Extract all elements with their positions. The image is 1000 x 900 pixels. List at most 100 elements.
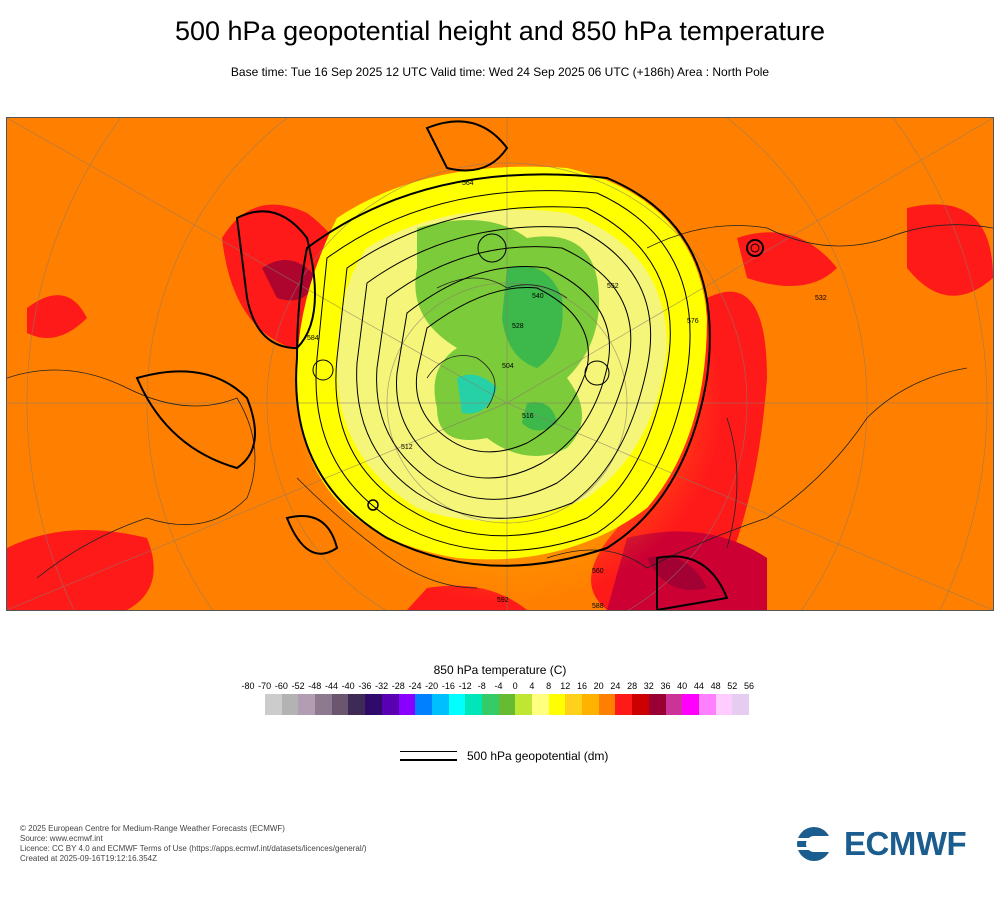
colorbar-tick-label: 24 <box>610 681 621 691</box>
colorbar-swatch <box>348 694 366 715</box>
colorbar-tick-label: -40 <box>341 681 355 691</box>
colorbar-tick-label: -28 <box>391 681 405 691</box>
colorbar-tick-label: -80 <box>241 681 255 691</box>
colorbar-tick-label: 36 <box>660 681 671 691</box>
contour-label: 528 <box>512 323 524 330</box>
contour-line-sample <box>400 750 457 762</box>
hot-region-westedge <box>27 295 87 338</box>
colder-region <box>502 266 563 368</box>
contour-label: 532 <box>815 295 827 302</box>
contour-label: 516 <box>522 413 534 420</box>
colorbar-swatch <box>415 694 432 715</box>
colorbar-tick-label: -8 <box>477 681 486 691</box>
copyright-text: © 2025 European Centre for Medium-Range … <box>20 824 285 833</box>
colorbar-swatch <box>365 694 382 715</box>
colorbar-swatch <box>632 694 649 715</box>
colorbar-swatch <box>698 694 716 715</box>
colorbar-swatch <box>465 694 482 715</box>
chart-title: 500 hPa geopotential height and 850 hPa … <box>174 16 825 46</box>
colorbar-swatch <box>565 694 583 715</box>
colorbar-swatch <box>682 694 699 715</box>
colorbar-tick-label: 40 <box>677 681 688 691</box>
temperature-colorbar <box>265 694 749 715</box>
colorbar-swatch <box>331 694 349 715</box>
colorbar-swatch <box>281 694 299 715</box>
colorbar-tick-label: -52 <box>291 681 305 691</box>
contour-label: 560 <box>592 568 604 575</box>
colorbar-tick-label: -16 <box>441 681 455 691</box>
colorbar-swatch <box>548 694 566 715</box>
contour-label: 592 <box>497 597 509 604</box>
graticule <box>7 118 993 610</box>
contour-label: 512 <box>401 444 413 451</box>
colorbar-tick-label: -24 <box>408 681 422 691</box>
colorbar-swatch <box>615 694 633 715</box>
colorbar-tick-label: 56 <box>743 681 754 691</box>
colorbar-swatch <box>481 694 499 715</box>
colorbar-swatch <box>315 694 332 715</box>
map-canvas: 584 552 528 504 516 540 576 588 592 564 … <box>7 118 993 610</box>
geopotential-legend: 500 hPa geopotential (dm) <box>400 748 760 768</box>
colorbar-swatch <box>431 694 449 715</box>
colorbar-tick-label: -48 <box>308 681 322 691</box>
ecmwf-logo-icon <box>794 827 840 861</box>
very-hot-core-south <box>647 556 707 590</box>
licence-text: Licence: CC BY 4.0 and ECMWF Terms of Us… <box>20 844 367 853</box>
colorbar-tick-label: -4 <box>494 681 503 691</box>
colorbar-tick-label: 28 <box>627 681 638 691</box>
cold-patch <box>522 402 557 431</box>
created-text: Created at 2025-09-16T19:12:16.354Z <box>20 854 157 863</box>
colorbar-tick-label: -60 <box>274 681 288 691</box>
colorbar-swatch <box>448 694 466 715</box>
colorbar-tick-label: 44 <box>693 681 704 691</box>
colorbar-tick-label: -12 <box>458 681 472 691</box>
colorbar-tick-label: -44 <box>324 681 338 691</box>
source-text: Source: www.ecmwf.int <box>20 834 103 843</box>
coastlines <box>7 224 993 589</box>
colorbar-tick-label: -20 <box>425 681 439 691</box>
contour-label: 564 <box>462 180 474 187</box>
colorbar-tick-label: 8 <box>546 681 552 691</box>
colorbar-tick-label: 52 <box>727 681 738 691</box>
colorbar-swatch <box>732 694 749 715</box>
legend-ticks: -80 -70 -60 -52 -48 -44 -40 -36 -32 -28 -24 -20 -16-… <box>240 681 760 695</box>
colorbar-swatch <box>532 694 549 715</box>
colorbar-swatch <box>381 694 399 715</box>
contour-label: 552 <box>607 283 619 290</box>
colorbar-tick-label: 12 <box>560 681 571 691</box>
colorbar-swatch <box>265 694 282 715</box>
geopotential-legend-label: 500 hPa geopotential (dm) <box>467 749 609 763</box>
colorbar-tick-label: 0 <box>512 681 518 691</box>
colorbar-swatch <box>298 694 316 715</box>
colorbar-tick-label: -32 <box>375 681 389 691</box>
colorbar-swatch <box>665 694 683 715</box>
contour-label: 540 <box>532 293 544 300</box>
colorbar-tick-label: 20 <box>593 681 604 691</box>
footer: © 2025 European Centre for Medium-Range … <box>20 824 367 864</box>
colorbar-swatch <box>515 694 532 715</box>
colorbar-swatch <box>398 694 416 715</box>
chart-subtitle: Base time: Tue 16 Sep 2025 12 UTC Valid … <box>230 65 770 79</box>
colorbar-swatch <box>582 694 599 715</box>
colorbar-tick-label: 4 <box>529 681 535 691</box>
hot-region-southwest <box>7 530 154 610</box>
colorbar-swatch <box>715 694 733 715</box>
contour-label: 588 <box>592 603 604 610</box>
colorbar-tick-label: 16 <box>576 681 587 691</box>
contour-label-group: 584 552 528 504 516 540 576 588 592 564 … <box>307 180 827 610</box>
contour-label: 576 <box>687 318 699 325</box>
colorbar-tick-label: 48 <box>710 681 721 691</box>
weather-map[interactable]: 584 552 528 504 516 540 576 588 592 564 … <box>6 117 994 611</box>
ecmwf-logo[interactable]: ECMWF <box>794 824 984 864</box>
hot-region-far-east <box>907 204 993 296</box>
logo-text: ECMWF <box>844 825 967 862</box>
coldest-region <box>457 374 497 414</box>
colorbar-swatch <box>598 694 616 715</box>
colorbar-swatch <box>498 694 516 715</box>
contour-label: 584 <box>307 335 319 342</box>
colorbar-tick-label: -70 <box>258 681 272 691</box>
legend-title: 850 hPa temperature (C) <box>433 663 567 677</box>
contour-label: 504 <box>502 363 514 370</box>
geopotential-contours <box>135 120 764 610</box>
colorbar-swatch <box>648 694 666 715</box>
